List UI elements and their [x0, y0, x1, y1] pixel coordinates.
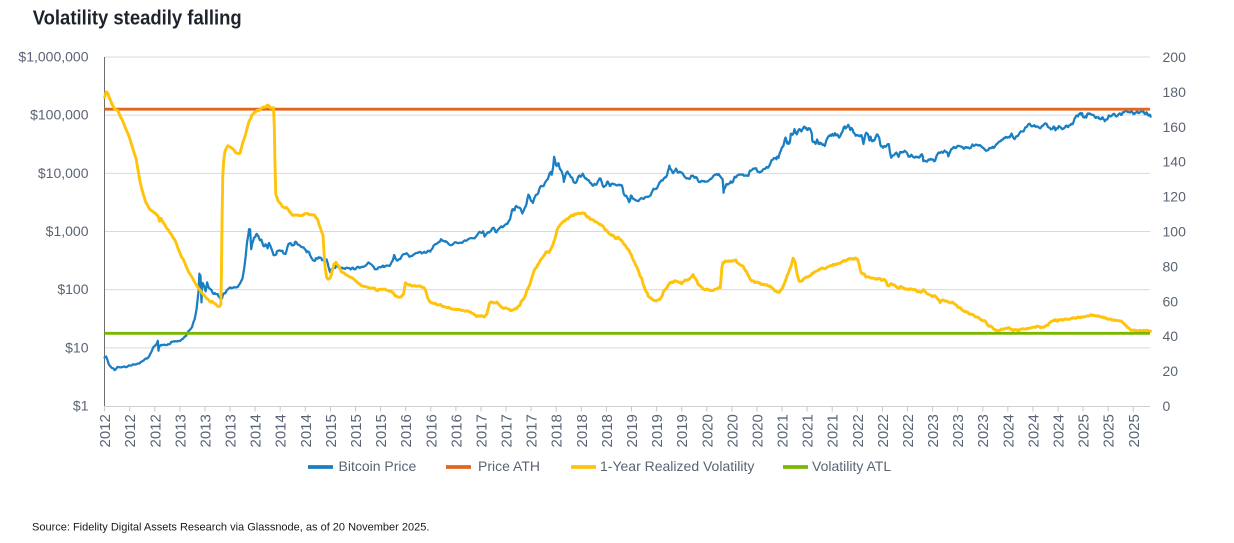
- svg-text:200: 200: [1163, 49, 1187, 65]
- svg-text:2021: 2021: [775, 414, 792, 447]
- svg-text:2018: 2018: [549, 414, 566, 447]
- svg-text:80: 80: [1163, 258, 1179, 274]
- svg-text:160: 160: [1163, 119, 1187, 135]
- svg-text:2025: 2025: [1076, 414, 1093, 447]
- svg-text:1-Year Realized Volatility: 1-Year Realized Volatility: [600, 458, 754, 474]
- svg-text:$1,000: $1,000: [46, 223, 89, 239]
- svg-text:20: 20: [1163, 363, 1179, 379]
- svg-text:40: 40: [1163, 328, 1179, 344]
- svg-text:2023: 2023: [950, 414, 967, 447]
- svg-text:Price ATH: Price ATH: [478, 458, 540, 474]
- svg-text:2022: 2022: [900, 414, 917, 447]
- svg-text:140: 140: [1163, 154, 1187, 170]
- svg-text:$100: $100: [57, 281, 88, 297]
- svg-text:2023: 2023: [975, 414, 992, 447]
- svg-text:2014: 2014: [273, 414, 290, 447]
- svg-text:2012: 2012: [147, 414, 164, 447]
- svg-text:100: 100: [1163, 224, 1187, 240]
- svg-text:2013: 2013: [223, 414, 240, 447]
- svg-text:2020: 2020: [724, 414, 741, 447]
- svg-text:2022: 2022: [875, 414, 892, 447]
- svg-text:2019: 2019: [649, 414, 666, 447]
- svg-text:2016: 2016: [448, 414, 465, 447]
- svg-text:2020: 2020: [749, 414, 766, 447]
- svg-text:Bitcoin Price: Bitcoin Price: [339, 458, 417, 474]
- svg-text:2015: 2015: [348, 414, 365, 447]
- svg-text:2012: 2012: [122, 414, 139, 447]
- svg-text:2014: 2014: [248, 414, 265, 447]
- svg-text:$100,000: $100,000: [30, 107, 89, 123]
- svg-text:2024: 2024: [1000, 414, 1017, 447]
- svg-text:2016: 2016: [423, 414, 440, 447]
- svg-text:2021: 2021: [825, 414, 842, 447]
- svg-text:2022: 2022: [850, 414, 867, 447]
- svg-text:2020: 2020: [699, 414, 716, 447]
- svg-text:2014: 2014: [298, 414, 315, 447]
- svg-text:2013: 2013: [172, 414, 189, 447]
- svg-text:2019: 2019: [674, 414, 691, 447]
- svg-text:2012: 2012: [97, 414, 114, 447]
- svg-text:Source: Fidelity Digital Asset: Source: Fidelity Digital Assets Research…: [32, 522, 429, 534]
- svg-text:2017: 2017: [524, 414, 541, 447]
- svg-text:2018: 2018: [574, 414, 591, 447]
- svg-text:2015: 2015: [323, 414, 340, 447]
- svg-text:2024: 2024: [1025, 414, 1042, 447]
- svg-text:2021: 2021: [800, 414, 817, 447]
- svg-text:$1,000,000: $1,000,000: [18, 49, 88, 65]
- svg-text:0: 0: [1163, 398, 1171, 414]
- svg-text:2017: 2017: [499, 414, 516, 447]
- svg-text:$10: $10: [65, 339, 89, 355]
- svg-text:180: 180: [1163, 84, 1187, 100]
- svg-text:2025: 2025: [1101, 414, 1118, 447]
- svg-text:2013: 2013: [198, 414, 215, 447]
- svg-text:2016: 2016: [398, 414, 415, 447]
- svg-text:2019: 2019: [624, 414, 641, 447]
- svg-text:120: 120: [1163, 189, 1187, 205]
- svg-text:Volatility ATL: Volatility ATL: [812, 458, 891, 474]
- svg-text:$10,000: $10,000: [38, 165, 89, 181]
- svg-text:2017: 2017: [474, 414, 491, 447]
- svg-text:2024: 2024: [1051, 414, 1068, 447]
- svg-text:2023: 2023: [925, 414, 942, 447]
- svg-text:$1: $1: [73, 398, 89, 414]
- svg-text:60: 60: [1163, 293, 1179, 309]
- svg-text:Volatility steadily falling: Volatility steadily falling: [33, 7, 242, 30]
- svg-text:2015: 2015: [373, 414, 390, 447]
- svg-text:2018: 2018: [599, 414, 616, 447]
- svg-text:2025: 2025: [1126, 414, 1143, 447]
